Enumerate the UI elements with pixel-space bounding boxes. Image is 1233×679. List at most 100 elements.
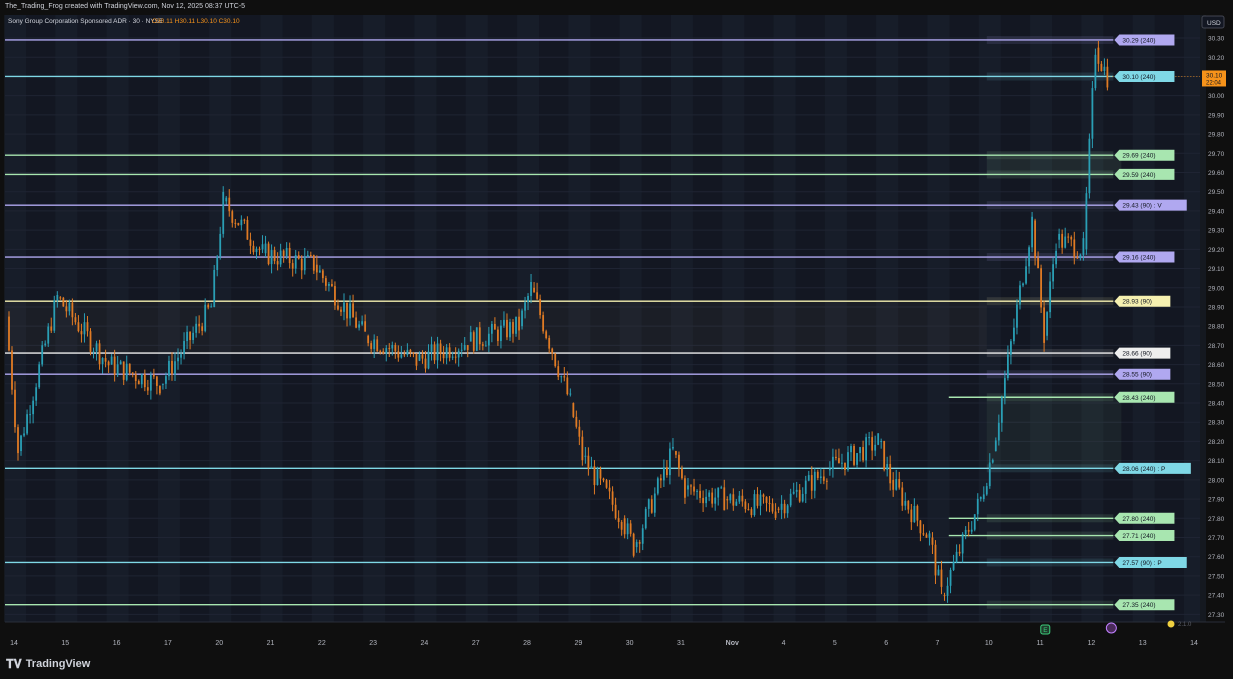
candle-body bbox=[131, 372, 134, 374]
candle-body bbox=[892, 479, 895, 490]
level-label-tag bbox=[1114, 199, 1187, 211]
candle-body bbox=[29, 414, 31, 416]
candle-body bbox=[928, 533, 931, 538]
candle-body bbox=[1037, 257, 1039, 269]
candle-body bbox=[451, 356, 454, 358]
candle-body bbox=[997, 422, 1000, 441]
candle-body bbox=[919, 520, 922, 534]
candle-body bbox=[116, 364, 119, 375]
session-band bbox=[517, 15, 540, 622]
level-label-tag bbox=[1114, 168, 1175, 180]
time-tick-label: Nov bbox=[726, 640, 739, 647]
candle-body bbox=[566, 377, 569, 395]
session-band bbox=[722, 15, 745, 622]
candle-body bbox=[856, 453, 858, 465]
candle-body bbox=[991, 460, 994, 463]
level-zone bbox=[986, 155, 1122, 175]
candle-body bbox=[228, 197, 231, 212]
candle-body bbox=[146, 387, 149, 391]
candle-body bbox=[542, 315, 545, 332]
candle-body bbox=[195, 323, 198, 333]
candle-body bbox=[137, 380, 140, 385]
candle-body bbox=[1006, 354, 1009, 379]
candle-body bbox=[982, 494, 985, 500]
candle-body bbox=[74, 317, 77, 323]
candle-body bbox=[261, 244, 264, 250]
candle-body bbox=[1061, 233, 1064, 248]
level-label-text: 27.57 (90) : P bbox=[1122, 560, 1161, 567]
candle-body bbox=[210, 306, 213, 308]
candle-body bbox=[490, 323, 493, 334]
session-band bbox=[1081, 15, 1104, 622]
candle-body bbox=[349, 303, 351, 319]
time-axis[interactable]: 14 15 16 17 20 21 22 23 24 27 28 29 30 31 Nov 4 5 6 7 10 11 1… bbox=[5, 621, 1225, 647]
candle-body bbox=[436, 343, 439, 361]
candle-body bbox=[204, 304, 207, 331]
candle-body bbox=[430, 344, 433, 352]
tradingview-logo[interactable]: 𝐓𝐕 TradingView bbox=[6, 657, 90, 671]
candle-body bbox=[560, 376, 563, 378]
candle-body bbox=[988, 462, 991, 487]
price-tick-label: 29.70 bbox=[1208, 151, 1225, 158]
level-label-tag bbox=[1114, 556, 1187, 568]
frog-icon bbox=[1167, 620, 1175, 628]
candle-body bbox=[527, 295, 529, 303]
candle-body bbox=[162, 383, 164, 385]
candle-body bbox=[666, 467, 668, 476]
time-tick-label: 23 bbox=[369, 640, 377, 647]
candle-body bbox=[1088, 138, 1091, 194]
candle-body bbox=[20, 435, 22, 452]
candle-body bbox=[352, 303, 354, 318]
candle-body bbox=[306, 254, 309, 257]
price-tick-label: 29.40 bbox=[1208, 208, 1225, 215]
candle-body bbox=[835, 456, 837, 459]
candle-body bbox=[545, 331, 548, 339]
candle-body bbox=[804, 480, 807, 494]
session-band bbox=[414, 15, 437, 622]
candle-body bbox=[548, 338, 551, 349]
candle-body bbox=[1000, 397, 1003, 423]
candle-body bbox=[234, 222, 237, 224]
price-tick-label: 28.30 bbox=[1208, 420, 1225, 427]
price-tick-label: 29.60 bbox=[1208, 170, 1225, 177]
candle-body bbox=[315, 264, 318, 273]
price-tick-label: 27.90 bbox=[1208, 497, 1225, 504]
candle-body bbox=[916, 505, 919, 521]
candle-body bbox=[569, 393, 572, 395]
candle-body bbox=[937, 569, 940, 576]
candle-body bbox=[397, 351, 400, 358]
price-tick-label: 28.50 bbox=[1208, 381, 1225, 388]
candle-body bbox=[599, 469, 602, 479]
candle-body bbox=[590, 466, 593, 469]
candle-body bbox=[807, 475, 810, 481]
level-label-text: 29.69 (240) bbox=[1122, 153, 1155, 160]
candle-body bbox=[240, 219, 243, 226]
candle-body bbox=[632, 533, 635, 556]
session-band bbox=[1184, 15, 1206, 622]
candle-body bbox=[201, 326, 204, 331]
price-tick-label: 27.30 bbox=[1208, 612, 1225, 619]
price-tick-label: 29.10 bbox=[1208, 266, 1225, 273]
candle-body bbox=[726, 499, 729, 501]
candle-body bbox=[563, 376, 566, 378]
candle-body bbox=[89, 331, 92, 352]
level-label-tag bbox=[1114, 368, 1171, 380]
candle-body bbox=[735, 501, 738, 506]
candle-body bbox=[83, 322, 86, 335]
candle-body bbox=[792, 491, 795, 494]
candle-body bbox=[1022, 283, 1024, 286]
price-axis[interactable]: 30.30 30.20 30.10 30.00 29.90 29.80 29.70 29.60… bbox=[1201, 15, 1226, 619]
candle-body bbox=[1025, 266, 1027, 284]
level-label-tag bbox=[1114, 295, 1171, 307]
candle-body bbox=[174, 361, 176, 375]
price-tick-label: 28.80 bbox=[1208, 324, 1225, 331]
candle-body bbox=[86, 322, 89, 332]
currency-button bbox=[1201, 15, 1225, 29]
candle-body bbox=[246, 220, 249, 240]
candle-body bbox=[309, 254, 312, 256]
level-glow bbox=[986, 370, 1114, 379]
candle-body bbox=[605, 480, 608, 488]
price-tick-label: 28.40 bbox=[1208, 401, 1225, 408]
session-band bbox=[927, 15, 950, 622]
